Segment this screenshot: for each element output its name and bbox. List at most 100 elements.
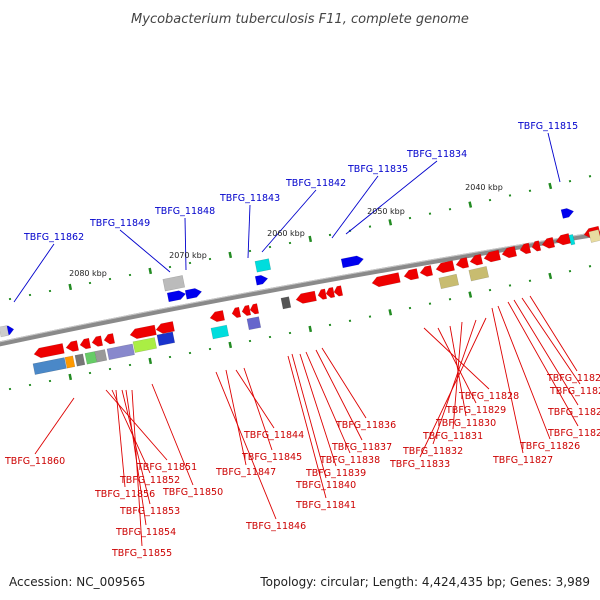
- tick-mark: [408, 306, 412, 310]
- gene-feature: [106, 343, 135, 361]
- tick-mark: [588, 175, 592, 178]
- leader-line: [215, 371, 277, 520]
- gene-feature: [295, 290, 317, 304]
- gene-labels: TBFG_11862 TBFG_11849 TBFG_11848 TBFG_11843…: [4, 121, 600, 559]
- tick-mark: [568, 179, 572, 183]
- reverse-gene-label: TBFG_11851: [136, 462, 197, 473]
- leader-line: [321, 347, 367, 419]
- kbp-label: 2050 kbp: [367, 207, 405, 216]
- gene-feature: [254, 258, 272, 273]
- tick-mark: [8, 387, 12, 391]
- reverse-gene-label: TBFG_11825: [547, 428, 600, 439]
- tick-mark: [28, 293, 32, 297]
- kbp-label: 2070 kbp: [169, 251, 207, 260]
- leader-line: [119, 229, 171, 273]
- leader-line: [513, 299, 579, 406]
- gene-feature: [162, 275, 186, 292]
- gene-feature: [501, 245, 518, 259]
- tick-mark: [468, 291, 473, 298]
- gene-feature: [0, 325, 10, 338]
- gene-features: [0, 208, 600, 375]
- tick-mark: [168, 355, 172, 359]
- gene-feature: [166, 290, 187, 303]
- leader-line: [105, 389, 168, 461]
- tick-mark: [228, 341, 233, 349]
- leader-line: [345, 160, 438, 235]
- tick-mark: [308, 235, 313, 243]
- reverse-gene-label: TBFG_11847: [215, 467, 276, 478]
- tick-mark: [308, 325, 313, 333]
- leader-line: [299, 353, 337, 467]
- leader-line: [491, 307, 524, 454]
- gene-feature: [588, 229, 600, 243]
- gene-feature: [435, 260, 455, 274]
- leader-line: [432, 319, 477, 445]
- gene-feature: [231, 306, 242, 318]
- tick-mark: [548, 272, 553, 280]
- tick-mark: [228, 251, 233, 259]
- tick-mark: [248, 249, 252, 253]
- gene-feature: [419, 265, 434, 277]
- gene-feature: [325, 286, 336, 299]
- tick-mark: [48, 289, 52, 293]
- tick-mark: [468, 201, 473, 208]
- tick-mark: [48, 379, 52, 383]
- forward-gene-label: TBFG_11815: [517, 121, 578, 132]
- tick-mark: [388, 309, 393, 316]
- kbp-label: 2040 kbp: [465, 183, 503, 192]
- gene-feature: [403, 268, 420, 281]
- tick-mark: [288, 241, 292, 245]
- tick-mark: [108, 367, 112, 371]
- leader-line: [419, 317, 487, 458]
- tick-mark: [68, 373, 73, 381]
- summary-text: Topology: circular; Length: 4,424,435 bp…: [259, 575, 590, 589]
- leader-line: [243, 367, 273, 451]
- leader-line: [287, 355, 327, 499]
- reverse-gene-label: TBFG_11850: [162, 487, 223, 498]
- tick-mark: [188, 351, 192, 355]
- reverse-gene-label: TBFG_11821: [549, 386, 600, 397]
- reverse-gene-label: TBFG_11840: [295, 480, 356, 491]
- tick-mark: [448, 298, 452, 301]
- tick-mark: [148, 357, 153, 365]
- map-title: Mycobacterium tuberculosis F11, complete…: [131, 12, 469, 27]
- gene-feature: [32, 357, 67, 375]
- leader-line: [452, 321, 463, 430]
- gene-feature: [254, 274, 269, 286]
- tick-mark: [548, 182, 553, 190]
- leader-line: [497, 305, 551, 440]
- forward-gene-label: TBFG_11834: [406, 149, 467, 160]
- reverse-gene-label: TBFG_11845: [241, 452, 302, 463]
- leader-line: [423, 327, 490, 390]
- gene-feature: [280, 296, 292, 310]
- leader-line: [111, 389, 151, 474]
- reverse-gene-label: TBFG_11855: [111, 548, 172, 559]
- gene-feature: [468, 266, 490, 282]
- leader-line: [529, 295, 578, 372]
- forward-gene-label: TBFG_11843: [219, 193, 280, 204]
- gene-feature: [33, 343, 65, 359]
- tick-mark: [168, 265, 172, 269]
- tick-mark: [188, 261, 192, 265]
- tick-mark: [88, 281, 92, 285]
- gene-feature: [340, 255, 364, 269]
- tick-mark: [328, 323, 332, 327]
- tick-mark: [28, 383, 32, 387]
- reverse-gene-label: TBFG_11852: [119, 475, 180, 486]
- tick-mark: [528, 189, 532, 192]
- leader-line: [34, 397, 75, 455]
- gene-feature: [531, 240, 542, 252]
- tick-mark: [528, 279, 532, 282]
- leader-line: [331, 175, 379, 239]
- tick-mark: [368, 315, 372, 318]
- forward-gene-label: TBFG_11835: [347, 164, 408, 175]
- tick-mark: [148, 267, 153, 275]
- tick-mark: [408, 216, 412, 220]
- forward-gene-label: TBFG_11842: [285, 178, 346, 189]
- reverse-gene-label: TBFG_11826: [519, 441, 580, 452]
- reverse-gene-label: TBFG_11836: [335, 420, 396, 431]
- gene-feature: [371, 272, 401, 288]
- reverse-gene-label: TBFG_11830: [435, 418, 496, 429]
- gene-feature: [91, 335, 104, 347]
